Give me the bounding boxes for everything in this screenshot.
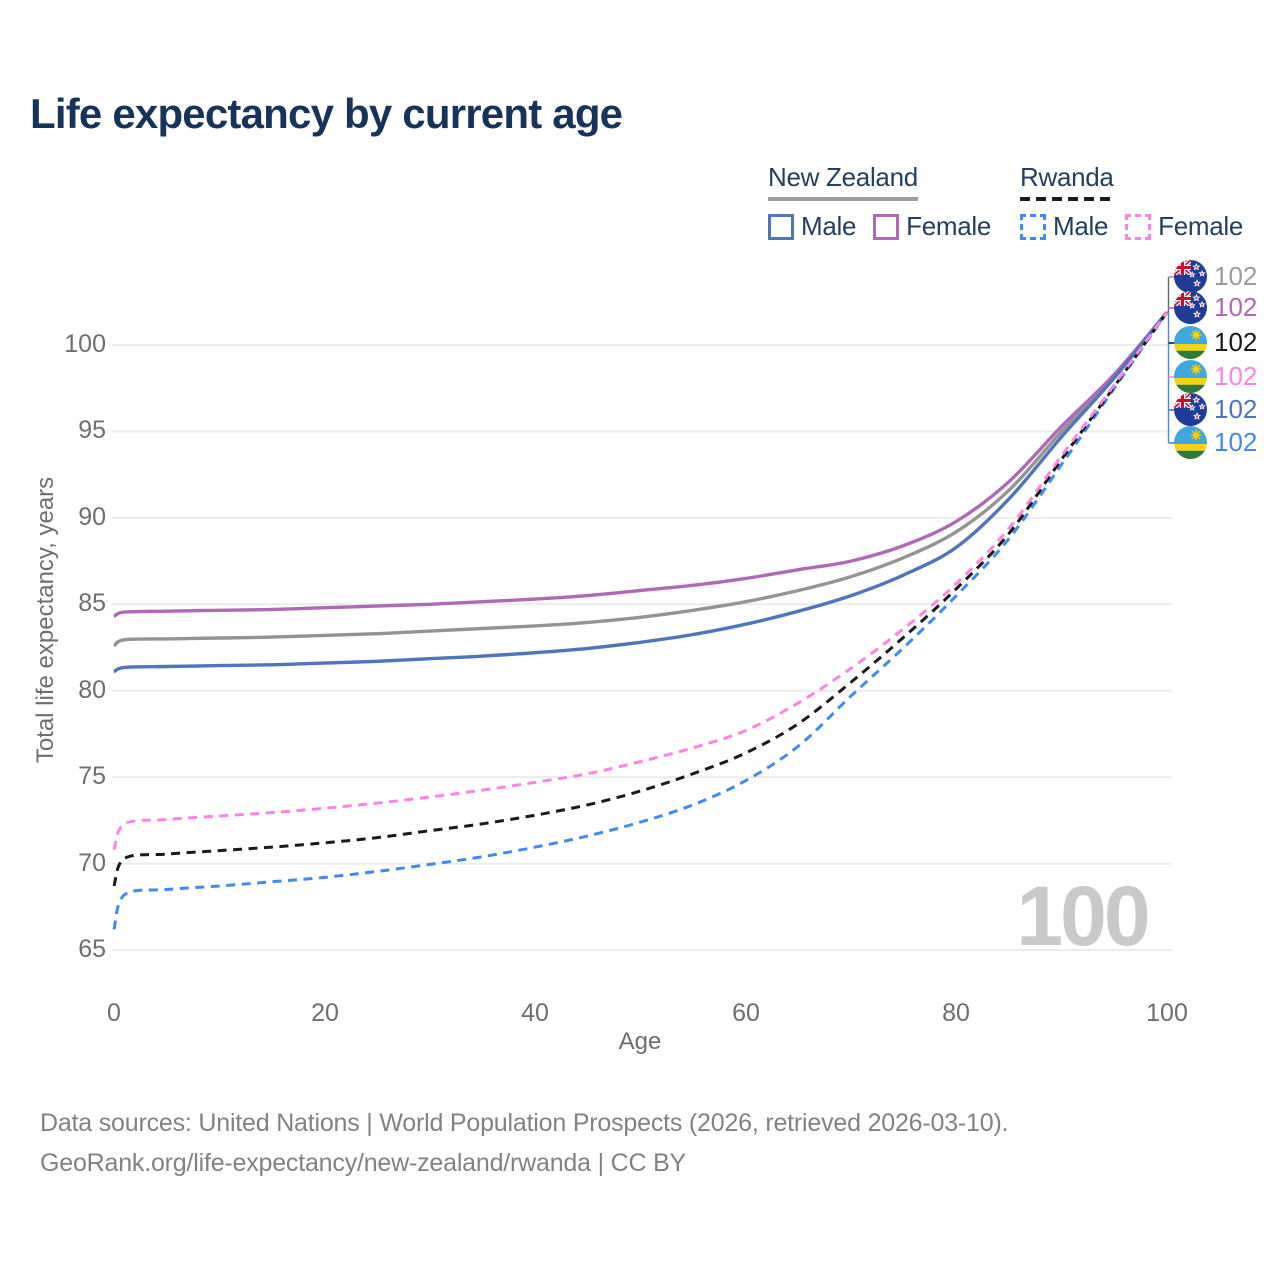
series-line-new-zealand-male [113, 311, 1169, 674]
legend-country-new-zealand: New Zealand [768, 162, 918, 192]
rwanda-flag-icon [1174, 326, 1207, 359]
footer: Data sources: United Nations | World Pop… [40, 1103, 1009, 1183]
legend-item-rwanda-female: Female [1125, 211, 1243, 242]
y-tick-label: 65 [78, 935, 106, 963]
x-tick-label: 80 [942, 999, 970, 1027]
legend-label: Male [801, 211, 857, 241]
end-label-leader-lines [1167, 276, 1175, 444]
end-label-value: 102 [1214, 394, 1258, 424]
nz-female-line-swatch [873, 213, 900, 240]
legend-country-rwanda: Rwanda [1020, 162, 1114, 192]
y-tick-label: 90 [78, 503, 106, 531]
y-tick-label: 80 [78, 676, 106, 704]
gridlines [112, 344, 1172, 951]
legend-label: Female [1158, 211, 1244, 241]
end-label-value: 102 [1214, 361, 1258, 391]
legend-group-new-zealand: New Zealand Male Female [768, 162, 991, 242]
x-tick-label: 60 [732, 999, 760, 1027]
x-tick-label: 40 [521, 999, 549, 1027]
end-label: 102 [1174, 393, 1257, 426]
attribution-line: GeoRank.org/life-expectancy/new-zealand/… [40, 1149, 687, 1177]
series-line-rwanda-male [112, 311, 1169, 930]
data-sources-line: Data sources: United Nations | World Pop… [40, 1109, 1009, 1137]
new-zealand-flag-icon [1174, 260, 1207, 293]
x-tick-label: 100 [1146, 999, 1188, 1027]
legend-label: Male [1053, 211, 1109, 241]
y-tick-label: 70 [78, 849, 106, 877]
series-lines [112, 311, 1169, 930]
y-tick-label: 95 [78, 416, 106, 444]
legend-underline-dashed [1020, 197, 1112, 201]
series-line-rwanda-both-sexes [112, 311, 1169, 887]
end-label: 102 [1174, 360, 1257, 393]
legend-label: Female [906, 211, 992, 241]
nz-male-line-swatch [768, 213, 794, 240]
new-zealand-flag-icon [1174, 393, 1207, 426]
end-label-value: 102 [1214, 261, 1258, 291]
end-label: 102 [1174, 326, 1257, 359]
x-axis-title: Age [618, 1028, 662, 1055]
chart-title: Life expectancy by current age [30, 90, 623, 137]
end-label-value: 102 [1214, 327, 1258, 357]
rwanda-flag-icon [1174, 426, 1207, 459]
end-label: 102 [1174, 426, 1257, 459]
y-tick-label: 100 [64, 330, 106, 358]
x-tick-label: 20 [311, 999, 339, 1027]
new-zealand-flag-icon [1174, 291, 1207, 324]
age-watermark: 100 [1016, 869, 1150, 963]
end-label-value: 102 [1214, 427, 1258, 457]
x-tick-label: 0 [107, 999, 121, 1027]
end-label: 102 [1174, 260, 1257, 293]
end-label-value: 102 [1214, 292, 1258, 322]
rwanda-male-line-swatch [1020, 213, 1046, 240]
legend-group-rwanda: Rwanda Male Female [1020, 162, 1243, 242]
series-line-rwanda-female [112, 311, 1169, 851]
end-label: 102 [1174, 291, 1257, 324]
series-line-new-zealand-female [113, 311, 1169, 618]
series-line-new-zealand-both-sexes [112, 311, 1169, 648]
legend-item-nz-female: Female [873, 211, 991, 242]
y-tick-label: 75 [78, 762, 106, 790]
rwanda-female-line-swatch [1125, 213, 1152, 240]
y-tick-label: 85 [78, 589, 106, 617]
rwanda-flag-icon [1174, 360, 1207, 393]
legend-item-nz-male: Male [768, 211, 856, 242]
legend-underline-solid [768, 197, 918, 201]
legend-item-rwanda-male: Male [1020, 211, 1108, 242]
